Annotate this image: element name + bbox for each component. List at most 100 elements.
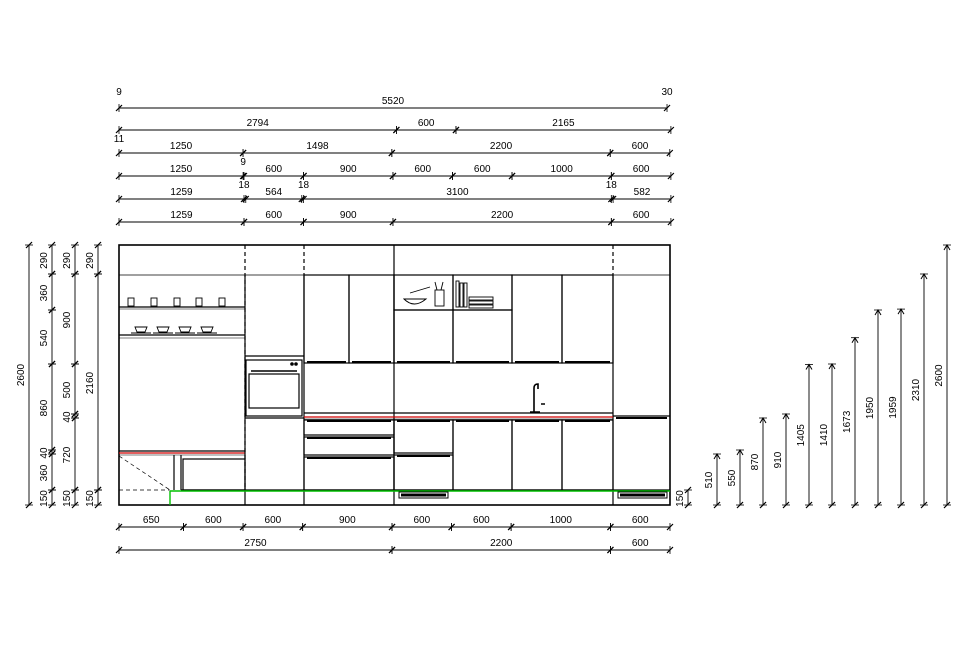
dimension-label: 2750 xyxy=(244,538,267,549)
vent-grille-inner xyxy=(620,493,665,497)
top-dimension-lines: 5520 2794 600 2165 1250 1498 2200 600 1250 600 900… xyxy=(114,87,675,226)
dimension-label: 2200 xyxy=(490,141,513,152)
height-label: 1405 xyxy=(796,424,807,447)
offset-label: 30 xyxy=(661,87,673,98)
dimension-label: 600 xyxy=(205,515,222,526)
dimension-label: 540 xyxy=(39,329,50,346)
plates-icon xyxy=(468,304,494,309)
dimension-label: 150 xyxy=(62,490,73,507)
wall-cabinet xyxy=(561,274,614,364)
base-drawer xyxy=(393,454,454,491)
dimension-label: 600 xyxy=(633,164,650,175)
height-label: 870 xyxy=(750,453,761,470)
dimension-label: 3100 xyxy=(446,187,469,198)
dimension-label: 40 xyxy=(39,447,50,459)
dimension-label: 600 xyxy=(413,515,430,526)
dimension-label: 2200 xyxy=(490,538,513,549)
dimension-label: 600 xyxy=(265,515,282,526)
dimension-label: 1250 xyxy=(170,141,193,152)
dimension-label: 900 xyxy=(340,210,357,221)
dimension-label: 150 xyxy=(675,490,686,507)
base-handles xyxy=(307,420,610,459)
base-drawer xyxy=(303,436,395,456)
wall-cabinet xyxy=(348,274,395,364)
wall-cabinet xyxy=(511,274,563,364)
right-height-markers: 150 510 550 870 910 1405 1410 1673 1950 1959 2310 2… xyxy=(675,244,951,509)
vent-grille xyxy=(617,491,668,499)
dimension-label: 900 xyxy=(340,164,357,175)
height-label: 2310 xyxy=(911,378,922,401)
shelf-items xyxy=(402,280,494,309)
dimension-label: 290 xyxy=(62,252,73,269)
dimension-label: 1259 xyxy=(170,187,193,198)
dimension-label: 900 xyxy=(62,311,73,328)
oven-window xyxy=(248,373,300,409)
height-label: 550 xyxy=(727,469,738,486)
offset-label: 11 xyxy=(114,134,125,145)
books-icon xyxy=(459,282,464,308)
base-cabinet xyxy=(511,419,563,491)
height-label: 510 xyxy=(704,471,715,488)
dimension-label: 2794 xyxy=(247,118,270,129)
dimension-label: 2165 xyxy=(552,118,575,129)
dimension-label: 600 xyxy=(265,210,282,221)
height-label: 1673 xyxy=(842,410,853,433)
dimension-label: 360 xyxy=(39,464,50,481)
offset-label: 18 xyxy=(606,180,618,191)
kitchen-elevation xyxy=(118,244,671,506)
jar-icon xyxy=(150,297,158,307)
dimension-label: 600 xyxy=(265,164,282,175)
desk-base-cabinet xyxy=(182,458,246,491)
jar-icon xyxy=(127,297,135,307)
books-icon xyxy=(463,282,468,308)
dimension-label: 150 xyxy=(39,490,50,507)
vent-grille-inner xyxy=(401,493,446,497)
dimension-label: 290 xyxy=(39,252,50,269)
dimension-label: 600 xyxy=(632,515,649,526)
cup-icon xyxy=(175,326,195,334)
cup-icon xyxy=(153,326,173,334)
dimension-label: 860 xyxy=(39,399,50,416)
oven-knob xyxy=(290,362,294,366)
dimension-label: 2160 xyxy=(85,371,96,394)
jar-icons xyxy=(127,297,226,307)
offset-label: 9 xyxy=(116,87,122,98)
worktop-and-base xyxy=(169,383,670,505)
base-cabinet xyxy=(561,419,614,491)
height-label: 910 xyxy=(773,451,784,468)
dimension-label: 720 xyxy=(62,446,73,463)
dimension-label: 1000 xyxy=(550,515,573,526)
dimension-label: 150 xyxy=(85,490,96,507)
dimension-label: 1250 xyxy=(170,164,193,175)
dimension-label: 600 xyxy=(474,164,491,175)
books-icon xyxy=(455,280,460,308)
right-tall-unit xyxy=(613,415,670,419)
bowl-icon xyxy=(402,286,431,305)
cup-icon xyxy=(197,326,217,334)
vent-grille xyxy=(398,491,449,499)
height-label: 1959 xyxy=(888,396,899,419)
dimension-label: 2200 xyxy=(491,210,514,221)
offset-label: 18 xyxy=(298,180,310,191)
dimension-label: 600 xyxy=(633,210,650,221)
height-label: 1950 xyxy=(865,396,876,419)
wall-cabinet xyxy=(303,274,350,364)
dimension-label: 40 xyxy=(62,411,73,423)
oven-knob xyxy=(294,362,298,366)
jar-icon xyxy=(173,297,181,307)
dimension-label: 600 xyxy=(414,164,431,175)
dimension-label: 900 xyxy=(339,515,356,526)
plates-icon xyxy=(468,296,494,301)
utensil-icon xyxy=(440,281,444,291)
height-label: 2600 xyxy=(934,364,945,387)
dimension-label: 582 xyxy=(634,187,651,198)
base-drawer xyxy=(303,456,395,491)
base-drawer xyxy=(303,419,395,436)
oven-tall-unit xyxy=(244,245,305,505)
desk-dashed xyxy=(118,455,171,491)
utensil-icon xyxy=(434,281,438,291)
plates-icon xyxy=(468,300,494,305)
dimension-label: 500 xyxy=(62,381,73,398)
base-drawer xyxy=(393,419,454,454)
cup-icon xyxy=(131,326,151,334)
